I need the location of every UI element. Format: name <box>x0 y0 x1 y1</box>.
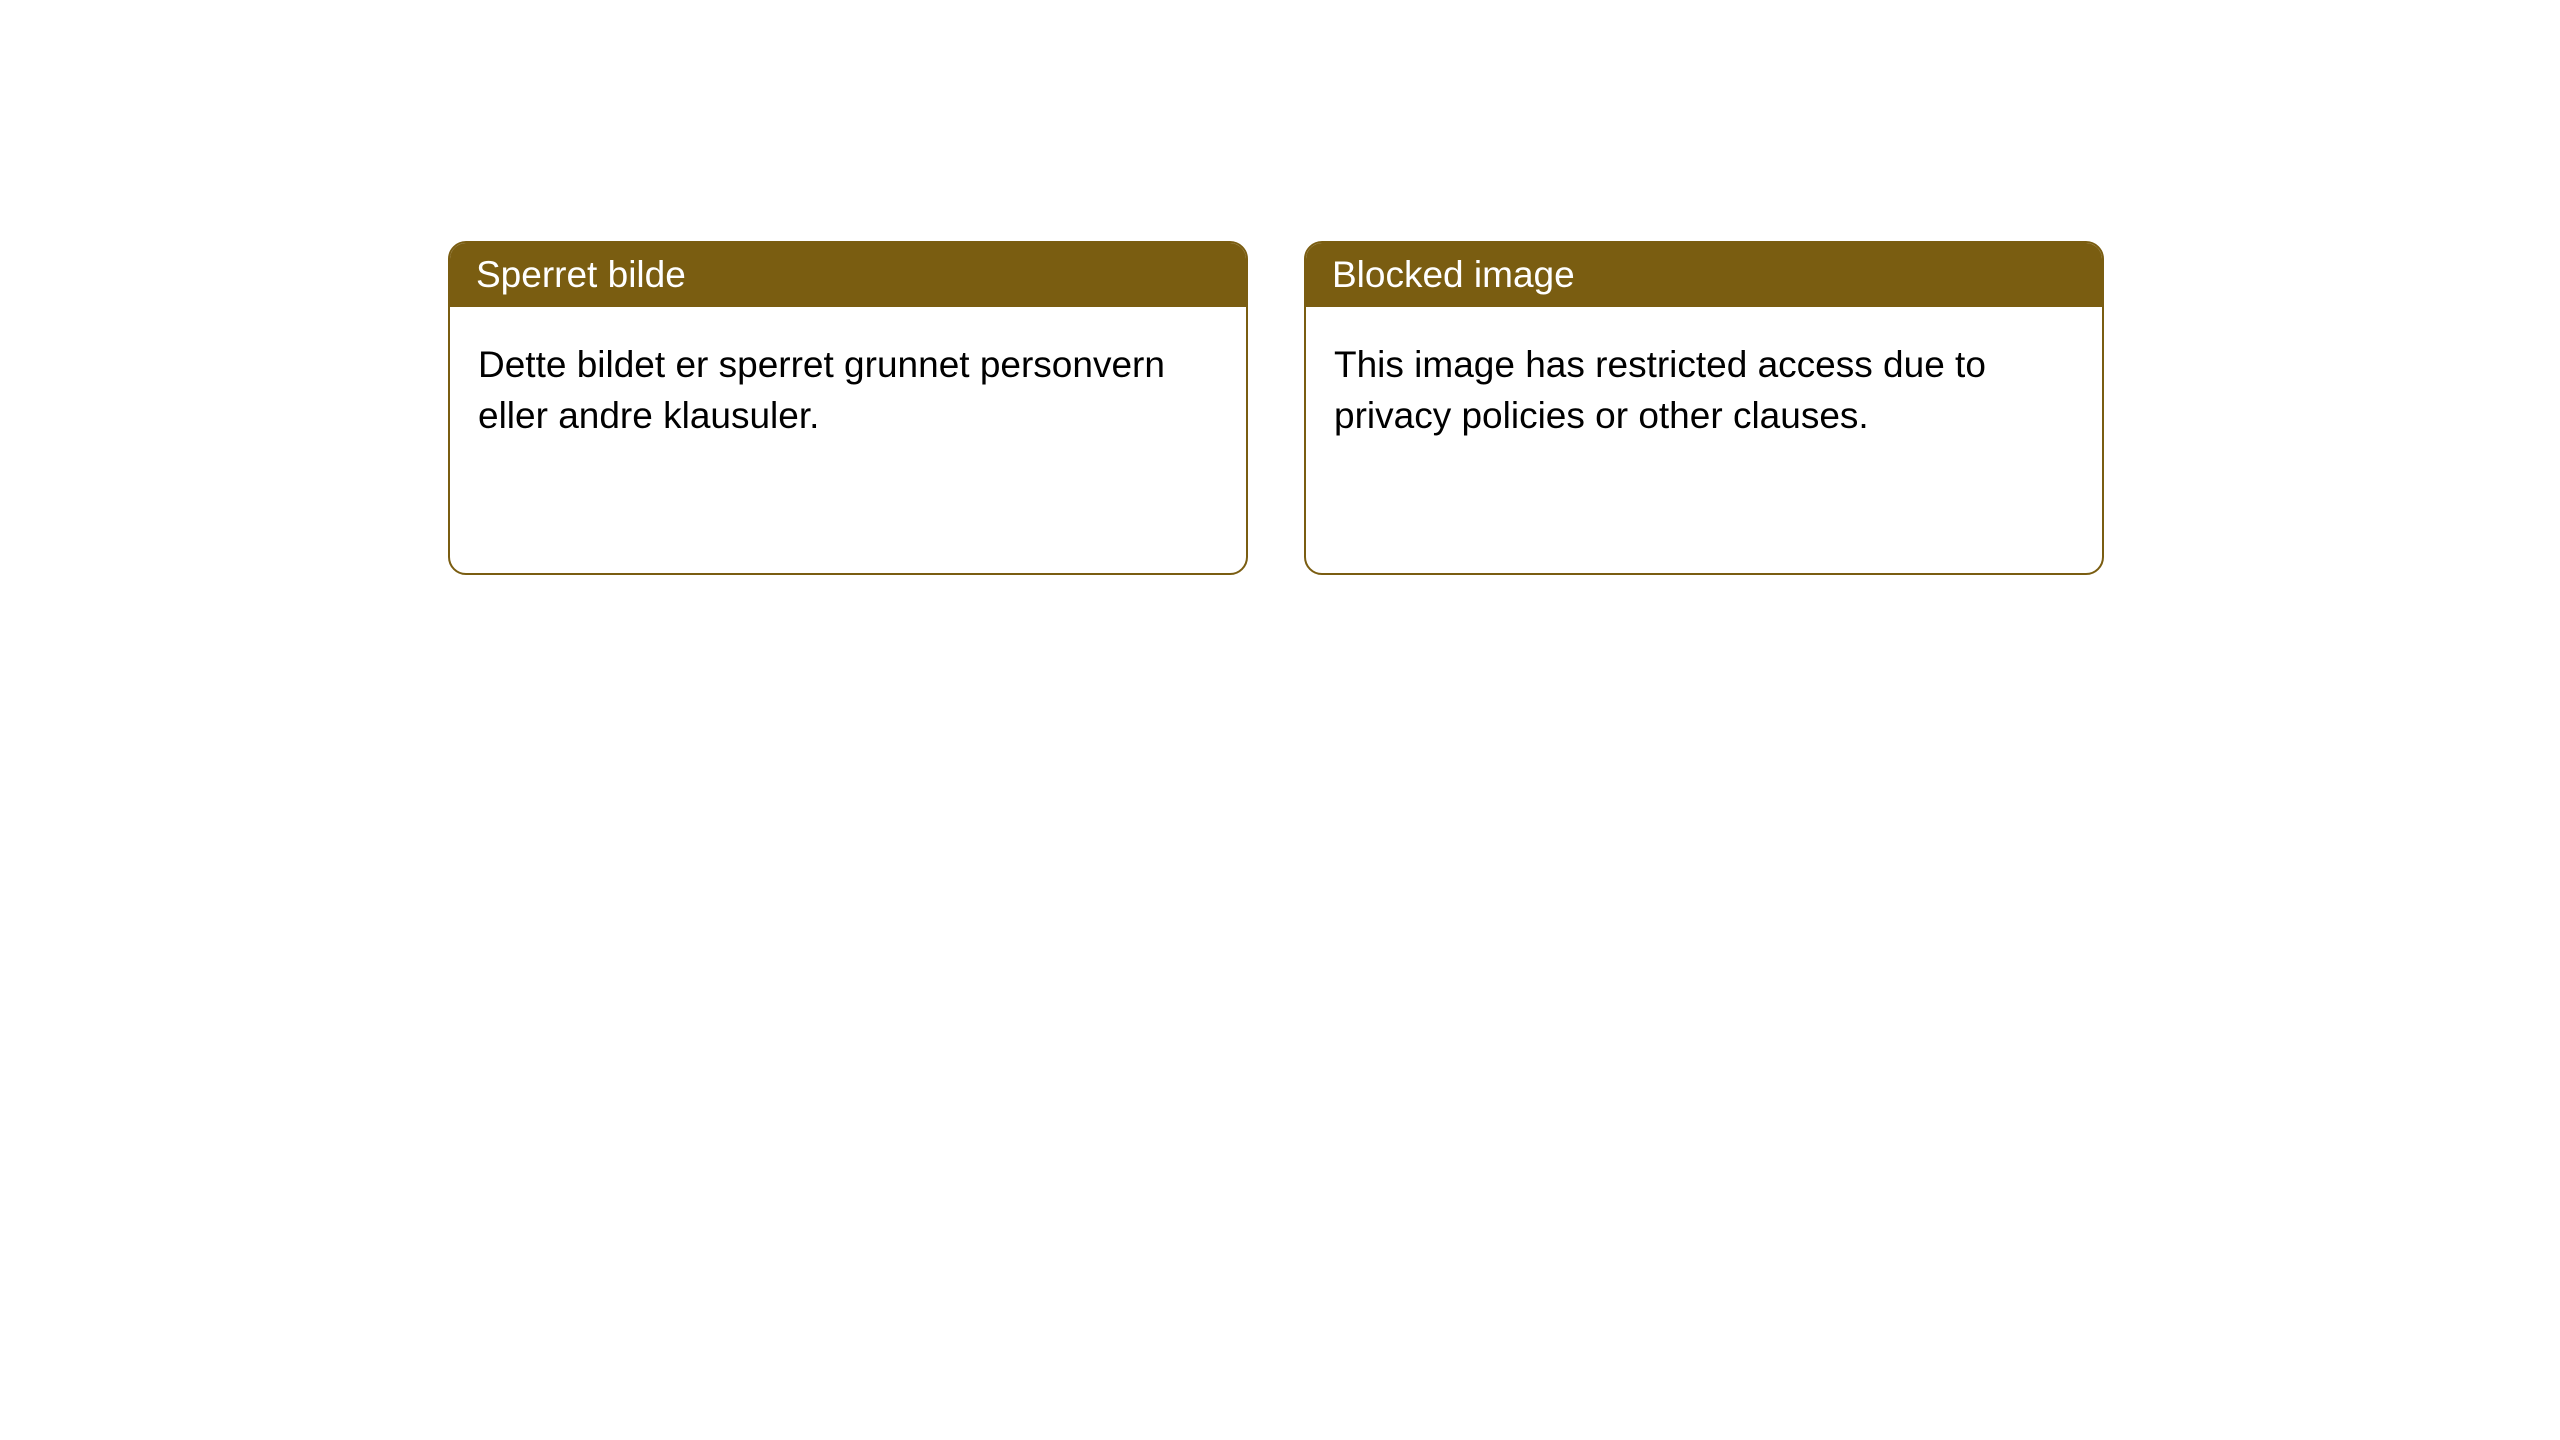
notice-card-no: Sperret bilde Dette bildet er sperret gr… <box>448 241 1248 575</box>
card-header: Sperret bilde <box>450 243 1246 307</box>
card-title: Blocked image <box>1332 254 1575 295</box>
card-header: Blocked image <box>1306 243 2102 307</box>
card-body-text: This image has restricted access due to … <box>1334 344 1986 436</box>
notice-card-en: Blocked image This image has restricted … <box>1304 241 2104 575</box>
notice-container: Sperret bilde Dette bildet er sperret gr… <box>448 241 2104 575</box>
card-title: Sperret bilde <box>476 254 686 295</box>
card-body-text: Dette bildet er sperret grunnet personve… <box>478 344 1165 436</box>
card-body: This image has restricted access due to … <box>1306 307 2102 473</box>
card-body: Dette bildet er sperret grunnet personve… <box>450 307 1246 473</box>
